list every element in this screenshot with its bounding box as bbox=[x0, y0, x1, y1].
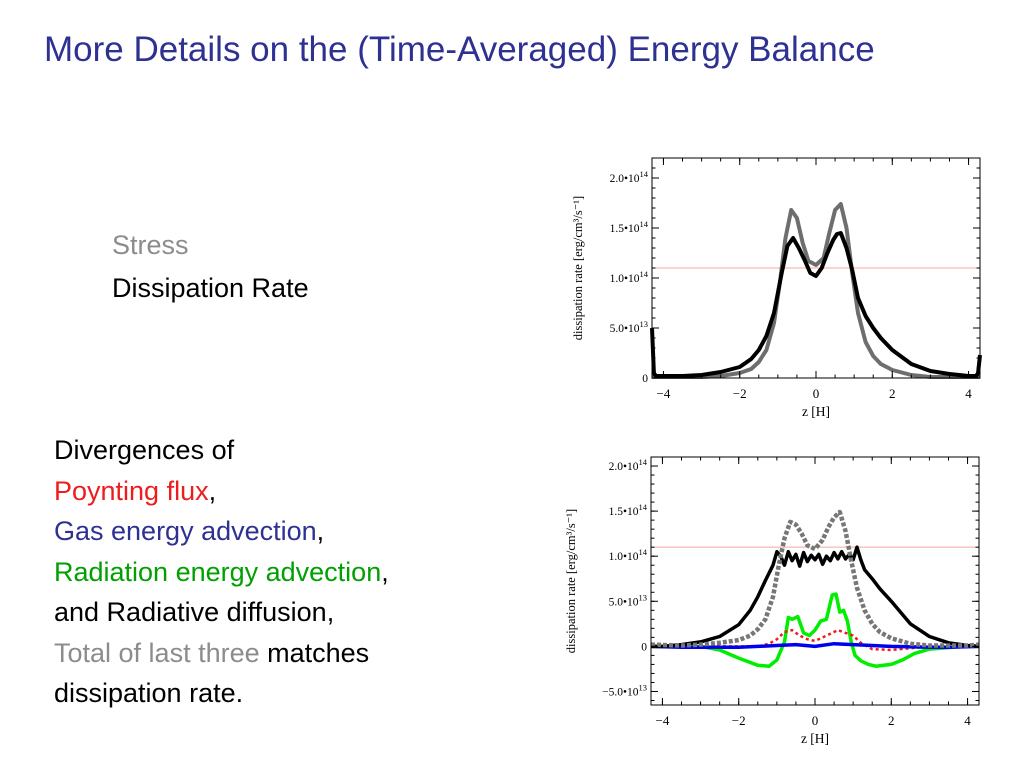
y-axis-label: dissipation rate [erg/cm³/s⁻¹] bbox=[564, 509, 578, 653]
chart-energy-divergences: −4 −2 0 2 4 −5.0•1013 0 5.0•1013 1.0•1014 1.5•101… bbox=[564, 456, 980, 745]
legend-comma: , bbox=[381, 556, 389, 587]
legend-bottom: Divergences of Poynting flux, Gas energy… bbox=[54, 430, 389, 714]
x-axis-label: z [H] bbox=[801, 731, 829, 745]
plot-frame bbox=[650, 456, 980, 706]
legend-total-line: Total of last three matches bbox=[54, 633, 389, 674]
y-tick-label: −5.0•1013 bbox=[602, 682, 647, 698]
x-tick-label: 0 bbox=[812, 713, 819, 728]
legend-dissipation-rate: Dissipation Rate bbox=[112, 273, 309, 303]
x-tick-label: −4 bbox=[657, 386, 671, 401]
y-tick-label: 1.5•1014 bbox=[610, 219, 649, 235]
series-line-1 bbox=[652, 202, 980, 379]
legend-gas: Gas energy advection bbox=[54, 516, 317, 546]
y-axis-label: dissipation rate [erg/cm³/s⁻¹] bbox=[571, 196, 585, 340]
legend-comma: , bbox=[316, 516, 325, 546]
legend-comma: , bbox=[208, 475, 217, 506]
y-tick-label: 0 bbox=[642, 373, 648, 385]
chart-dissipation-vs-stress: −4 −2 0 2 4 0 5.0•1013 1.0•1014 1.5•1014 2.0•1014… bbox=[571, 157, 982, 419]
x-tick-label: 0 bbox=[813, 386, 820, 401]
series-line-4 bbox=[651, 545, 980, 649]
legend-dissipation-rate-text: dissipation rate. bbox=[54, 678, 244, 708]
series-line-1 bbox=[651, 592, 979, 668]
legend-gas-line: Gas energy advection, bbox=[54, 511, 389, 552]
series-line-2 bbox=[650, 231, 982, 378]
y-tick-label: 5.0•1013 bbox=[609, 592, 647, 608]
x-tick-label: −4 bbox=[656, 713, 670, 728]
y-tick-label: 2.0•1014 bbox=[609, 457, 648, 473]
y-tick-label: 2.0•1014 bbox=[610, 169, 649, 185]
series-line-5 bbox=[650, 509, 980, 648]
y-tick-label: 1.0•1014 bbox=[609, 547, 648, 563]
x-tick-label: 2 bbox=[889, 386, 896, 401]
y-tick-label: 5.0•1013 bbox=[610, 319, 648, 335]
y-tick-label: 1.5•1014 bbox=[609, 502, 648, 518]
y-tick-label: 1.0•1014 bbox=[610, 269, 649, 285]
x-tick-label: −2 bbox=[732, 713, 746, 728]
x-tick-label: 4 bbox=[965, 386, 972, 401]
x-axis-label: z [H] bbox=[802, 404, 830, 419]
slide-title: More Details on the (Time-Averaged) Ener… bbox=[44, 30, 875, 69]
legend-top: Stress Dissipation Rate bbox=[112, 224, 309, 310]
x-tick-label: 4 bbox=[964, 713, 971, 728]
y-tick-label: 0 bbox=[641, 641, 647, 653]
legend-radiation: Radiation energy advection bbox=[54, 556, 382, 587]
series-line-3 bbox=[650, 641, 980, 650]
legend-total: Total of last three bbox=[54, 637, 260, 668]
legend-diffusion: and Radiative diffusion, bbox=[54, 597, 335, 627]
legend-poynting-line: Poynting flux, bbox=[54, 471, 389, 512]
legend-poynting: Poynting flux bbox=[54, 475, 209, 506]
x-tick-label: −2 bbox=[733, 386, 747, 401]
legend-stress: Stress bbox=[112, 230, 189, 260]
x-tick-label: 2 bbox=[888, 713, 895, 728]
legend-radiation-line: Radiation energy advection, bbox=[54, 552, 389, 593]
legend-matches: matches bbox=[259, 637, 370, 668]
legend-divergences-of: Divergences of bbox=[54, 435, 235, 465]
